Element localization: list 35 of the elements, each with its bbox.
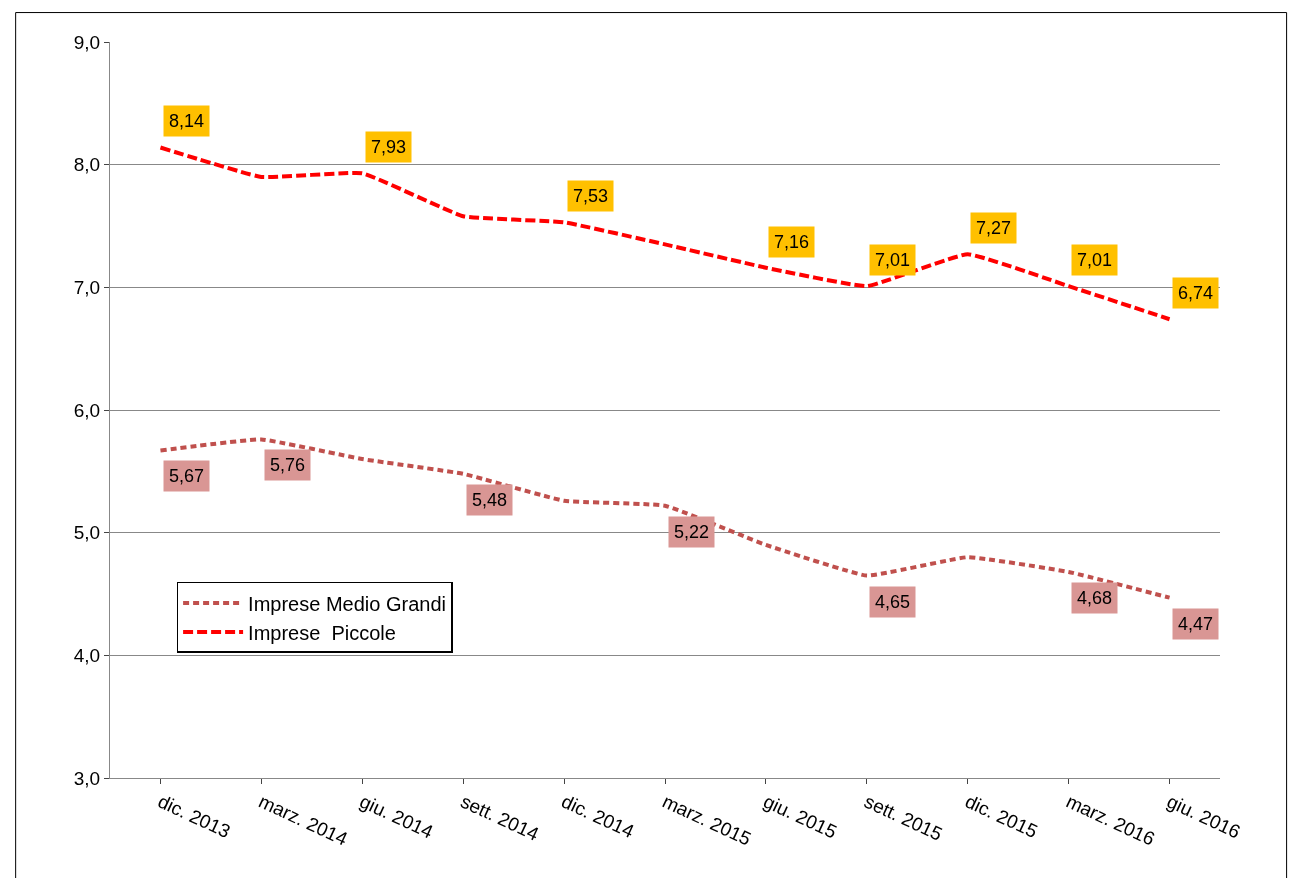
data-label: 7,93 xyxy=(371,137,407,157)
data-label: 5,67 xyxy=(169,466,205,486)
x-tick-label: sett. 2014 xyxy=(457,790,543,845)
x-tick-label: giu. 2016 xyxy=(1163,790,1244,843)
data-label: 7,01 xyxy=(875,250,911,270)
x-tick-label: giu. 2015 xyxy=(760,790,840,843)
data-label: 5,48 xyxy=(472,490,508,510)
x-tick-label: marz. 2014 xyxy=(255,790,352,850)
y-tick-label: 3,0 xyxy=(73,767,101,789)
data-label: 6,74 xyxy=(1178,283,1214,303)
data-label: 5,76 xyxy=(270,455,306,475)
y-tick-label: 5,0 xyxy=(73,522,101,544)
x-tick-label: sett. 2015 xyxy=(861,790,946,845)
data-label: 4,68 xyxy=(1077,588,1113,608)
legend-label: Imprese Piccole xyxy=(248,621,396,644)
data-label: 7,16 xyxy=(774,232,810,252)
y-tick-label: 7,0 xyxy=(73,276,101,298)
x-tick-label: marz. 2016 xyxy=(1062,790,1158,850)
data-label: 8,14 xyxy=(169,111,205,131)
x-tick-label: dic. 2014 xyxy=(558,790,638,843)
y-tick-label: 9,0 xyxy=(73,31,101,53)
data-label: 4,47 xyxy=(1178,614,1214,634)
y-tick-label: 6,0 xyxy=(73,399,101,421)
data-label: 5,22 xyxy=(674,522,710,542)
y-tick-label: 8,0 xyxy=(73,154,101,176)
x-tick-label: dic. 2015 xyxy=(962,790,1041,843)
data-label: 7,27 xyxy=(976,218,1012,238)
data-label: 7,53 xyxy=(573,186,609,206)
x-tick-label: giu. 2014 xyxy=(356,790,437,843)
data-label: 4,65 xyxy=(875,592,911,612)
x-tick-label: dic. 2013 xyxy=(154,790,234,843)
data-label: 7,01 xyxy=(1077,250,1113,270)
x-tick-label: marz. 2015 xyxy=(659,790,755,850)
legend-label: Imprese Medio Grandi xyxy=(248,592,446,615)
y-tick-label: 4,0 xyxy=(73,644,101,666)
